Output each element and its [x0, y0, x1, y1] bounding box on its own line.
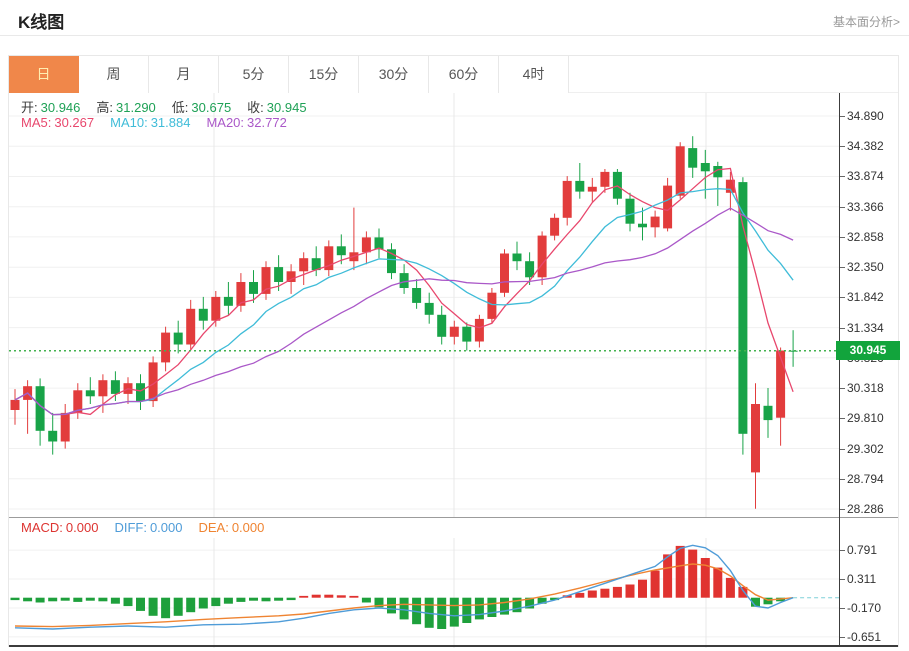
- tab-week[interactable]: 周: [79, 56, 149, 93]
- legend-item: DIFF: 0.000: [114, 520, 182, 535]
- legend-value: 0.000: [65, 520, 99, 535]
- legend-label: 收:: [247, 100, 264, 115]
- legend-item: DEA: 0.000: [198, 520, 264, 535]
- legend-item: MA5: 30.267: [21, 115, 94, 130]
- legend-label: MA5:: [21, 115, 52, 130]
- price-axis-tick: 31.334: [840, 320, 898, 336]
- macd-axis-tick: -0.651: [840, 629, 898, 645]
- tab-bar: 日周月 5分 15分 30分 60分 4时: [9, 56, 898, 93]
- legend-label: 高:: [96, 100, 114, 115]
- tab-15min[interactable]: 15分: [289, 56, 359, 93]
- legend-label: MA20:: [206, 115, 245, 130]
- header-divider: [0, 35, 909, 36]
- tab-30min[interactable]: 30分: [359, 56, 429, 93]
- ma-legend: MA5: 30.267 MA10: 31.884 MA20: 32.772: [21, 115, 303, 130]
- legend-value: 0.000: [231, 520, 265, 535]
- price-axis-tick: 33.874: [840, 168, 898, 184]
- legend-item: 高: 31.290: [96, 100, 155, 115]
- price-axis-tick: 30.318: [840, 380, 898, 396]
- candlestick-plot[interactable]: [9, 93, 839, 517]
- price-axis-tick: 29.810: [840, 410, 898, 426]
- current-price-badge: 30.945: [836, 341, 900, 360]
- macd-axis-tick: -0.170: [840, 600, 898, 616]
- legend-value: 32.772: [247, 115, 287, 130]
- legend-value: 30.267: [54, 115, 95, 130]
- legend-item: 收: 30.945: [247, 100, 306, 115]
- legend-item: MACD: 0.000: [21, 520, 98, 535]
- legend-item: 低: 30.675: [172, 100, 231, 115]
- legend-value: 31.290: [116, 100, 156, 115]
- tab-5min[interactable]: 5分: [219, 56, 289, 93]
- legend-label: DIFF:: [114, 520, 147, 535]
- price-axis-tick: 32.858: [840, 229, 898, 245]
- macd-plot[interactable]: [9, 538, 839, 648]
- price-axis-tick: 34.382: [840, 138, 898, 154]
- price-axis-tick: 32.350: [840, 259, 898, 275]
- price-axis-tick: 31.842: [840, 289, 898, 305]
- legend-label: MACD:: [21, 520, 63, 535]
- legend-label: DEA:: [198, 520, 229, 535]
- price-axis-tick: 29.302: [840, 441, 898, 457]
- price-axis-tick: 28.794: [840, 471, 898, 487]
- legend-item: 开: 30.946: [21, 100, 80, 115]
- price-axis-tick: 33.366: [840, 199, 898, 215]
- legend-label: MA10:: [110, 115, 148, 130]
- legend-item: MA20: 32.772: [206, 115, 286, 130]
- legend-value: 0.000: [149, 520, 183, 535]
- macd-axis-tick: 0.311: [840, 571, 898, 587]
- price-axis-tick: 34.890: [840, 108, 898, 124]
- macd-axis-tick: 0.791: [840, 542, 898, 558]
- fundamental-analysis-link[interactable]: 基本面分析>: [832, 15, 900, 29]
- legend-item: MA10: 31.884: [110, 115, 190, 130]
- page-title: K线图: [18, 13, 65, 32]
- tab-4hour[interactable]: 4时: [499, 56, 569, 93]
- legend-label: 低:: [171, 100, 189, 115]
- macd-legend: MACD: 0.000 DIFF: 0.000 DEA: 0.000: [21, 520, 280, 535]
- tab-day[interactable]: 日: [9, 56, 79, 93]
- time-axis-line: [9, 645, 898, 647]
- panel-separator: [9, 517, 898, 518]
- chart-container: 日周月 5分 15分 30分 60分 4时 开: 30.946 高: 31.290 低: 30.67…: [8, 55, 900, 648]
- legend-label: 开:: [21, 100, 38, 115]
- price-axis-line: [839, 93, 840, 647]
- price-axis-tick: 28.286: [840, 501, 898, 517]
- legend-value: 30.946: [40, 100, 81, 115]
- tab-month[interactable]: 月: [149, 56, 219, 93]
- legend-value: 31.884: [150, 115, 191, 130]
- ohlc-legend: 开: 30.946 高: 31.290 低: 30.675 收: 30.945: [21, 97, 323, 116]
- tab-60min[interactable]: 60分: [429, 56, 499, 93]
- legend-value: 30.675: [191, 100, 232, 115]
- legend-value: 30.945: [266, 100, 307, 115]
